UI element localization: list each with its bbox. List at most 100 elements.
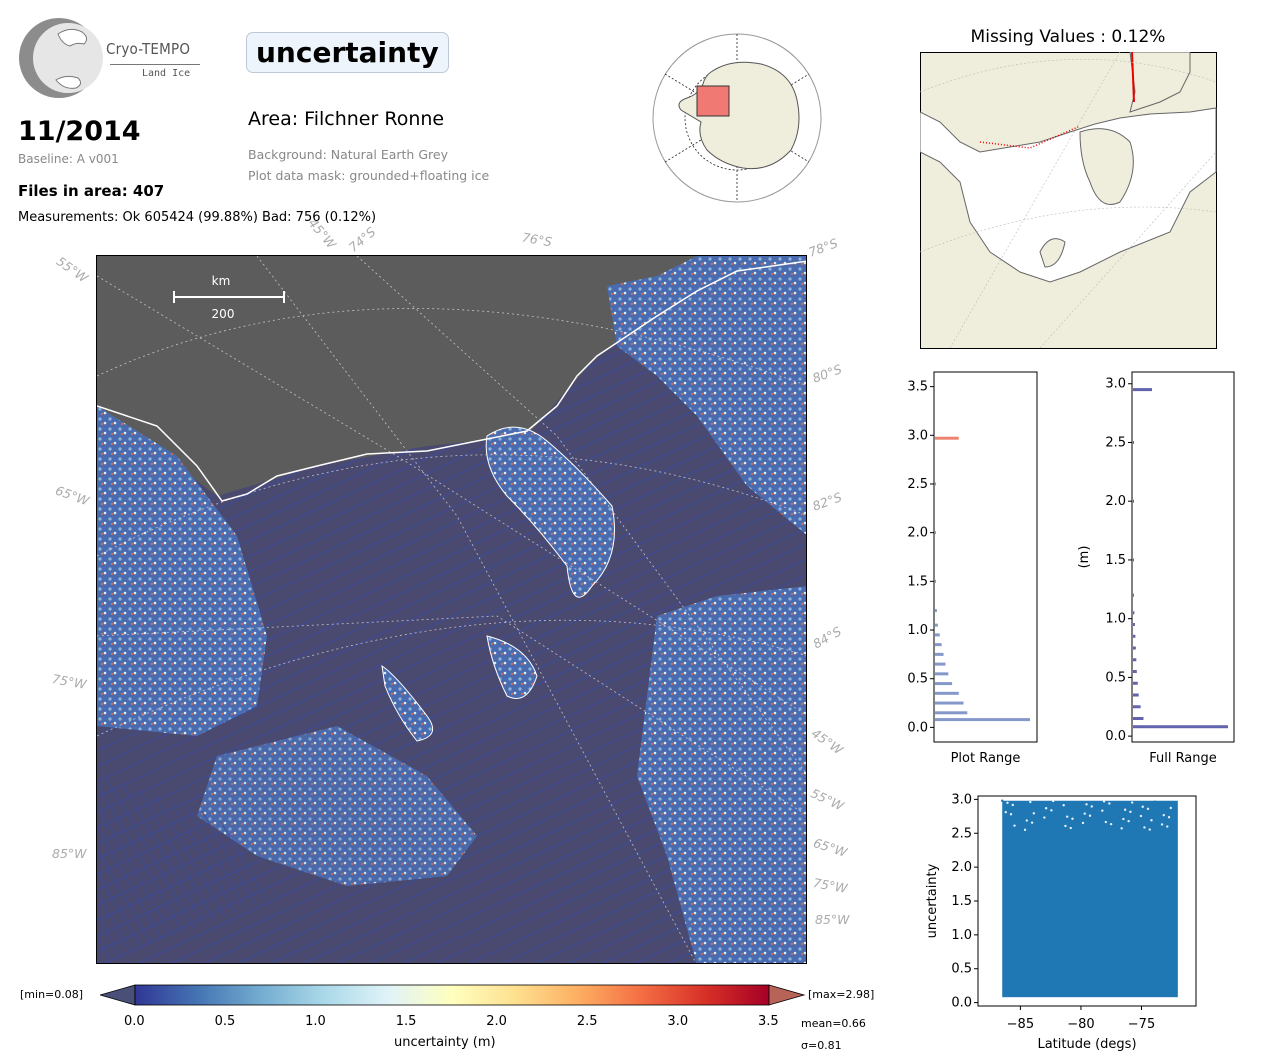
scatter-point (1143, 826, 1146, 829)
histogram-tick-label: 0.0 (907, 720, 928, 735)
histogram-bar (1133, 693, 1139, 697)
histogram-bar (1133, 623, 1135, 627)
lat-label-right: 82°S (810, 489, 844, 514)
scatter-point (1136, 803, 1139, 806)
scatter-y-tick-label: 3.0 (951, 792, 972, 807)
scatter-point (1071, 817, 1074, 820)
scatter-point (1134, 812, 1137, 816)
scatter-point (1148, 828, 1151, 831)
histogram-bar (1133, 634, 1136, 638)
scatter-y-tick-label: 2.5 (951, 826, 972, 841)
scale-bar (173, 291, 285, 303)
scatter-point (1104, 820, 1108, 824)
scatter-point (1129, 810, 1132, 814)
histogram-bar (935, 633, 940, 637)
scatter-point (1146, 807, 1150, 811)
background-label: Background: Natural Earth Grey (248, 147, 448, 162)
scatter-point (1102, 800, 1106, 803)
scatter-point (1085, 803, 1088, 806)
histogram-bar (935, 531, 936, 535)
scatter-point (1036, 823, 1039, 826)
scatter-point (1069, 826, 1072, 830)
scatter-point (1141, 805, 1144, 808)
histogram-full-range: 0.0 0.5 1.0 1.5 2.0 2.5 3.0 Full Range (m) (1077, 371, 1235, 766)
logo-brand-text: Cryo-TEMPO (106, 40, 191, 58)
histogram-tick-label: 0.0 (1105, 729, 1126, 744)
scatter-point (1130, 801, 1134, 804)
scatter-point (1095, 807, 1099, 810)
scatter-point (1127, 819, 1130, 823)
measurements-summary: Measurements: Ok 605424 (99.88%) Bad: 75… (18, 210, 377, 225)
histogram-ylabel: (m) (1077, 546, 1092, 569)
scatter-point (1139, 814, 1143, 818)
scatter-point (1078, 810, 1081, 813)
histogram-tick-label: 3.0 (907, 428, 928, 443)
scatter-point (1083, 812, 1086, 815)
histogram-bar (1133, 593, 1134, 597)
scale-bar-unit: km (212, 274, 231, 288)
scatter-point (1004, 810, 1007, 814)
scatter-point (1166, 825, 1169, 828)
scatter-point (1094, 816, 1097, 820)
scatter-point (1090, 805, 1093, 808)
histogram-xlabel: Plot Range (951, 751, 1021, 766)
scatter-uncertainty-latitude: −85 −80 −75 0.0 0.5 1.0 1.5 2.0 2.5 3.0 Latitude (… (925, 792, 1197, 1052)
lon-label-right: 85°W (815, 912, 850, 927)
scatter-point (1065, 815, 1069, 818)
scatter-point (1037, 814, 1041, 817)
missing-values-map (920, 52, 1217, 349)
histogram-bar (1133, 646, 1136, 650)
baseline-label: Baseline: A v001 (18, 152, 119, 166)
antarctica-locator-globe (652, 33, 822, 203)
lat-label-top: 76°S (520, 229, 554, 250)
scatter-point (1013, 824, 1016, 827)
scatter-point (1150, 819, 1153, 822)
colorbar-max-extend (768, 984, 806, 1006)
lat-label-top: 74°S (345, 224, 379, 255)
colorbar-sigma: σ=0.81 (801, 1039, 842, 1052)
scatter-y-tick-label: 0.0 (951, 996, 972, 1011)
histogram-bar (1133, 658, 1137, 662)
histogram-tick-label: 1.0 (1105, 612, 1126, 627)
histogram-bar (935, 652, 944, 656)
scatter-point (1064, 824, 1067, 828)
scatter-point (1120, 827, 1123, 830)
scatter-point (1057, 801, 1060, 805)
histogram-bar (1133, 388, 1152, 392)
colorbar-axis-label: uncertainty (m) (394, 1035, 496, 1050)
lon-label-left: 65°W (53, 482, 92, 509)
histogram-bar (935, 436, 959, 440)
histogram-tick-label: 0.5 (907, 672, 928, 687)
scatter-point (1115, 825, 1118, 828)
lat-label-right: 84°S (810, 623, 844, 652)
histogram-bar (935, 623, 938, 627)
scatter-point (1050, 809, 1053, 812)
scatter-point (1169, 806, 1173, 810)
scatter-y-tick-label: 1.5 (951, 894, 972, 909)
histogram-plot-range: 0.0 0.5 1.0 1.5 2.0 2.5 3.0 3.5 Plot Range (907, 371, 1038, 766)
lat-label-top: 78°S (806, 235, 840, 260)
histogram-tick-label: 2.5 (907, 477, 928, 492)
scatter-y-tick-label: 0.5 (951, 962, 972, 977)
scatter-point (1030, 821, 1034, 824)
scatter-point (1020, 817, 1023, 820)
scatter-point (1167, 816, 1171, 819)
colorbar-tick-label: 2.5 (576, 1014, 598, 1029)
histogram-tick-label: 2.5 (1105, 435, 1126, 450)
histogram-tick-label: 0.5 (1105, 670, 1126, 685)
scatter-xlabel: Latitude (degs) (1037, 1037, 1136, 1052)
scatter-point (1055, 811, 1058, 814)
colorbar-tick-label: 1.0 (305, 1014, 326, 1029)
histogram-xlabel: Full Range (1149, 751, 1217, 766)
scatter-point (1101, 809, 1104, 812)
scatter-point (1006, 801, 1009, 805)
histogram-bar (935, 682, 953, 686)
colorbar-max-label: [max=2.98] (808, 988, 875, 1001)
scatter-point (1108, 802, 1111, 805)
histogram-bar (935, 672, 949, 676)
histogram-bar (1133, 558, 1134, 562)
histogram-bar (1133, 717, 1144, 721)
histogram-tick-label: 2.0 (907, 526, 928, 541)
scatter-x-tick-label: −75 (1128, 1017, 1155, 1032)
area-label: Area: Filchner Ronne (248, 108, 445, 130)
